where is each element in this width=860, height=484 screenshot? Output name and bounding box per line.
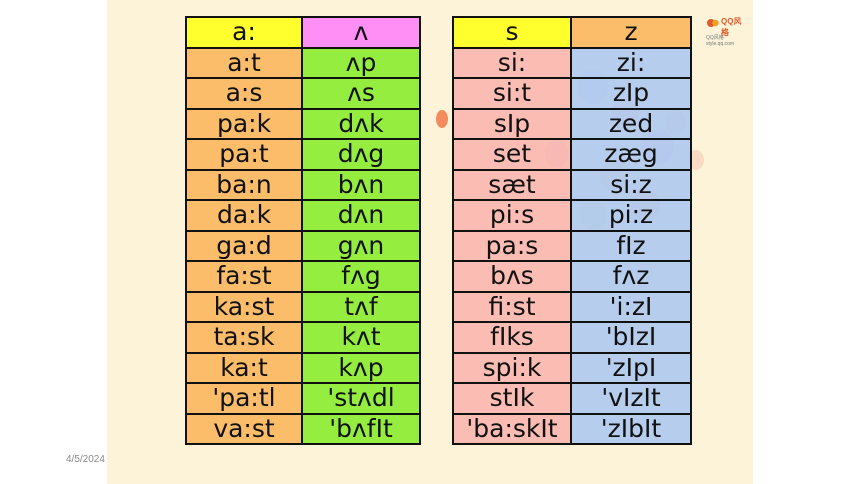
word-cell: 'bIzI bbox=[570, 321, 692, 354]
table-row: 'ba:skIt'zIbIt bbox=[452, 412, 692, 445]
word-cell: fa:st bbox=[185, 260, 303, 293]
table-row: pa:s fIz bbox=[452, 229, 692, 262]
word-cell: set bbox=[452, 138, 572, 171]
word-cell: va:st bbox=[185, 412, 303, 445]
table-row: a:t ʌp bbox=[185, 46, 421, 79]
word-cell: pi:s bbox=[452, 199, 572, 232]
word-cell: si: bbox=[452, 46, 572, 79]
word-cell: zæg bbox=[570, 138, 692, 171]
word-cell: sæt bbox=[452, 168, 572, 201]
table-row: ka:st tʌf bbox=[185, 290, 421, 323]
table-row: spi:k'zIpI bbox=[452, 351, 692, 384]
balloon bbox=[436, 110, 448, 128]
word-cell: ʌp bbox=[301, 46, 421, 79]
word-cell: fʌz bbox=[570, 260, 692, 293]
word-cell: ga:d bbox=[185, 229, 303, 262]
table-row: da:k dʌn bbox=[185, 199, 421, 232]
logo-name: QQ风格 bbox=[721, 17, 742, 37]
word-cell: gʌn bbox=[301, 229, 421, 262]
word-cell: bʌs bbox=[452, 260, 572, 293]
word-cell: 'zIbIt bbox=[570, 412, 692, 445]
word-cell: dʌn bbox=[301, 199, 421, 232]
word-cell: fIks bbox=[452, 321, 572, 354]
word-cell: zed bbox=[570, 107, 692, 140]
table-row: pa:t dʌg bbox=[185, 138, 421, 171]
word-cell: a:s bbox=[185, 77, 303, 110]
table-row: ka:t kʌp bbox=[185, 351, 421, 384]
word-cell: sIp bbox=[452, 107, 572, 140]
word-cell: si:t bbox=[452, 77, 572, 110]
word-cell: kʌt bbox=[301, 321, 421, 354]
word-cell: ka:st bbox=[185, 290, 303, 323]
table-row: set zæg bbox=[452, 138, 692, 171]
table-row: bʌs fʌz bbox=[452, 260, 692, 293]
table-header-row: a: ʌ bbox=[185, 16, 421, 49]
table-row: fIks'bIzI bbox=[452, 321, 692, 354]
word-cell: pi:z bbox=[570, 199, 692, 232]
word-cell: stIk bbox=[452, 382, 572, 415]
header-cell: a: bbox=[185, 16, 303, 49]
word-cell: pa:k bbox=[185, 107, 303, 140]
logo-url: QQ风格 style.qq.com bbox=[706, 35, 735, 47]
table-row: pi:s pi:z bbox=[452, 199, 692, 232]
header-cell: s bbox=[452, 16, 572, 49]
word-cell: ba:n bbox=[185, 168, 303, 201]
word-cell: zi: bbox=[570, 46, 692, 79]
word-cell: 'bʌfIt bbox=[301, 412, 421, 445]
word-cell: dʌg bbox=[301, 138, 421, 171]
word-cell: 'ba:skIt bbox=[452, 412, 572, 445]
word-cell: ka:t bbox=[185, 351, 303, 384]
word-cell: tʌf bbox=[301, 290, 421, 323]
word-cell: 'zIpI bbox=[570, 351, 692, 384]
header-cell: ʌ bbox=[301, 16, 421, 49]
table-header-row: s z bbox=[452, 16, 692, 49]
table-row: ta:sk kʌt bbox=[185, 321, 421, 354]
slide-date: 4/5/2024 bbox=[66, 454, 105, 465]
table-row: ba:n bʌn bbox=[185, 168, 421, 201]
left-phonics-table: a: ʌ a:t ʌp a:s ʌs pa:k dʌk pa:t dʌg ba:n bʌn da:k… bbox=[185, 16, 421, 445]
table-row: ga:d gʌn bbox=[185, 229, 421, 262]
word-cell: 'pa:tl bbox=[185, 382, 303, 415]
right-phonics-table: s z si: zi: si:t zIp sIp zed set zæg sæt si:z pi:s… bbox=[452, 16, 692, 445]
logo-icon bbox=[707, 19, 719, 27]
table-row: 'pa:tl'stʌdl bbox=[185, 382, 421, 415]
table-row: va:st'bʌfIt bbox=[185, 412, 421, 445]
table-row: pa:k dʌk bbox=[185, 107, 421, 140]
word-cell: spi:k bbox=[452, 351, 572, 384]
word-cell: fIz bbox=[570, 229, 692, 262]
word-cell: si:z bbox=[570, 168, 692, 201]
balloon bbox=[688, 150, 704, 170]
word-cell: ʌs bbox=[301, 77, 421, 110]
word-cell: a:t bbox=[185, 46, 303, 79]
word-cell: pa:s bbox=[452, 229, 572, 262]
table-row: si: zi: bbox=[452, 46, 692, 79]
word-cell: da:k bbox=[185, 199, 303, 232]
word-cell: 'vIzIt bbox=[570, 382, 692, 415]
qq-style-logo: QQ风格 QQ风格 style.qq.com bbox=[706, 14, 748, 50]
table-row: fa:st fʌg bbox=[185, 260, 421, 293]
table-row: fi:st'i:zI bbox=[452, 290, 692, 323]
table-row: stIk'vIzIt bbox=[452, 382, 692, 415]
word-cell: kʌp bbox=[301, 351, 421, 384]
word-cell: ta:sk bbox=[185, 321, 303, 354]
table-row: sIp zed bbox=[452, 107, 692, 140]
word-cell: fi:st bbox=[452, 290, 572, 323]
header-cell: z bbox=[570, 16, 692, 49]
word-cell: zIp bbox=[570, 77, 692, 110]
word-cell: pa:t bbox=[185, 138, 303, 171]
word-cell: bʌn bbox=[301, 168, 421, 201]
word-cell: dʌk bbox=[301, 107, 421, 140]
word-cell: fʌg bbox=[301, 260, 421, 293]
table-row: sæt si:z bbox=[452, 168, 692, 201]
table-row: a:s ʌs bbox=[185, 77, 421, 110]
word-cell: 'i:zI bbox=[570, 290, 692, 323]
table-row: si:t zIp bbox=[452, 77, 692, 110]
word-cell: 'stʌdl bbox=[301, 382, 421, 415]
